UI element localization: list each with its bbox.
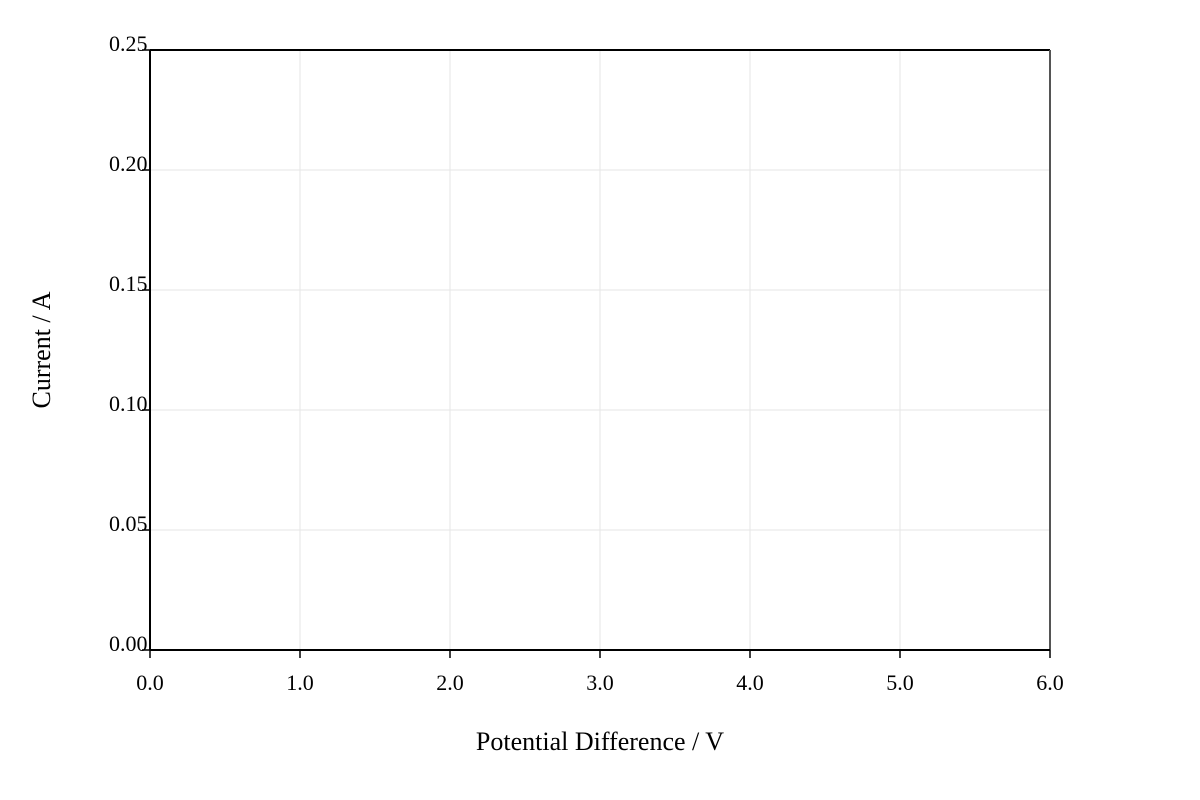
x-tick-label: 3.0 xyxy=(586,670,614,695)
x-tick-label: 6.0 xyxy=(1036,670,1064,695)
y-tick-label: 0.05 xyxy=(109,511,148,536)
x-tick-label: 5.0 xyxy=(886,670,914,695)
x-axis-title: Potential Difference / V xyxy=(476,727,724,756)
y-tick-label: 0.00 xyxy=(109,631,148,656)
y-tick-label: 0.25 xyxy=(109,31,148,56)
x-tick-label: 0.0 xyxy=(136,670,164,695)
x-tick-label: 4.0 xyxy=(736,670,764,695)
y-axis-title: Current / A xyxy=(27,291,56,408)
y-tick-label: 0.15 xyxy=(109,271,148,296)
x-tick-label: 1.0 xyxy=(286,670,314,695)
x-tick-label: 2.0 xyxy=(436,670,464,695)
y-tick-label: 0.10 xyxy=(109,391,148,416)
y-tick-label: 0.20 xyxy=(109,151,148,176)
